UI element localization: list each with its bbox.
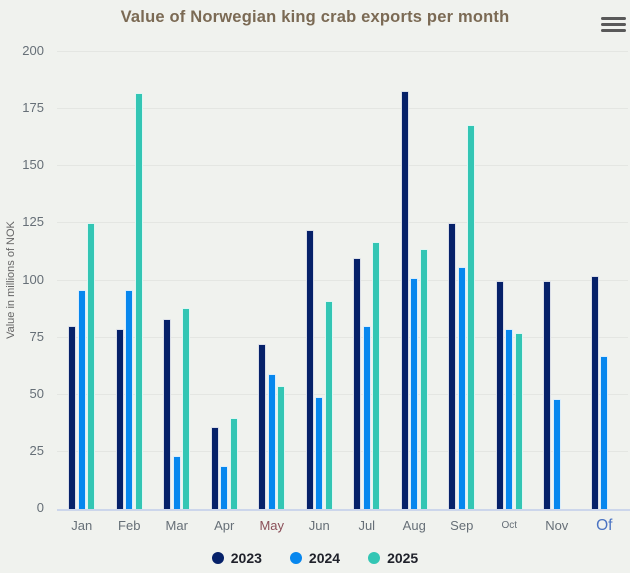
bar-2024-Mar[interactable] [172, 456, 181, 509]
bar-2023-Apr[interactable] [210, 426, 219, 509]
y-tick-label-25: 25 [29, 442, 44, 458]
legend-marker-2024 [289, 552, 302, 564]
bar-2024-Feb[interactable] [125, 289, 134, 509]
x-axis-label-of[interactable]: Of [596, 517, 613, 534]
x-axis-label-jun[interactable]: Jun [308, 518, 330, 533]
bar-2023-Nov[interactable] [543, 280, 552, 509]
x-axis-label-apr[interactable]: Apr [214, 518, 235, 533]
y-tick-label-100: 100 [22, 271, 44, 287]
bar-2025-Sep[interactable] [467, 125, 476, 509]
bar-2023-May[interactable] [258, 344, 267, 509]
gridline-125 [57, 222, 628, 224]
bar-2024-Jul[interactable] [362, 326, 371, 509]
gridline-200 [57, 51, 628, 52]
gridline-175 [57, 108, 628, 110]
gridline-50 [57, 393, 628, 395]
hamburger-menu-icon [600, 16, 626, 32]
legend-marker-2023 [211, 552, 224, 564]
bar-2025-Aug[interactable] [419, 248, 428, 509]
gridline-25 [57, 450, 628, 452]
y-tick-label-75: 75 [29, 328, 44, 344]
legend-item-2024[interactable]: 2024 [289, 550, 341, 566]
y-tick-label-200: 200 [22, 43, 44, 58]
x-axis-label-oct[interactable]: Oct [501, 520, 518, 531]
bar-2024-Oct[interactable] [505, 328, 514, 509]
bar-2025-May[interactable] [277, 385, 286, 509]
x-axis-labels: Jan Feb Mar Apr May Jun Jul Aug Sep Oct Nov Of [58, 517, 628, 537]
gridline-150 [57, 165, 628, 167]
legend-label-2025: 2025 [387, 550, 419, 566]
x-axis-label-nov[interactable]: Nov [545, 518, 569, 533]
x-axis-label-aug[interactable]: Aug [402, 518, 426, 533]
y-tick-label-150: 150 [22, 157, 44, 173]
bar-2025-Mar[interactable] [182, 307, 191, 509]
bar-2025-Apr[interactable] [229, 417, 238, 509]
x-axis-label-sep[interactable]: Sep [450, 518, 474, 533]
bar-2023-Aug[interactable] [400, 90, 409, 509]
bar-2023-Oct[interactable] [495, 280, 504, 509]
x-axis-label-mar[interactable]: Mar [165, 518, 188, 533]
y-tick-label-125: 125 [22, 214, 44, 230]
x-axis-label-feb[interactable]: Feb [118, 518, 141, 533]
bar-2024-Jan[interactable] [77, 289, 86, 509]
bar-2024-May[interactable] [267, 374, 276, 509]
gridline-75 [57, 336, 628, 338]
legend-item-2025[interactable]: 2025 [368, 550, 418, 566]
y-tick-label-50: 50 [29, 385, 44, 401]
legend-label-2024: 2024 [308, 550, 341, 566]
bar-2025-Oct[interactable] [514, 333, 523, 509]
legend-label-2023: 2023 [230, 550, 262, 566]
bar-2024-Jun[interactable] [315, 397, 324, 509]
y-tick-label-175: 175 [22, 100, 44, 116]
legend-item-2023[interactable]: 2023 [211, 550, 262, 566]
bar-2023-Jul[interactable] [353, 257, 362, 509]
x-axis-label-may[interactable]: May [259, 518, 285, 533]
bar-2023-Mar[interactable] [163, 319, 172, 509]
bar-2024-Sep[interactable] [457, 266, 466, 509]
y-tick-label-0: 0 [36, 500, 44, 515]
bar-2023-Of[interactable] [590, 275, 599, 509]
context-menu-button[interactable] [598, 11, 628, 37]
bar-2024-Aug[interactable] [410, 278, 419, 509]
bar-2023-Jun[interactable] [305, 230, 314, 509]
bar-2023-Feb[interactable] [115, 328, 124, 509]
legend: 2023 2024 2025 [0, 546, 630, 570]
bar-2024-Nov[interactable] [552, 399, 561, 509]
bar-2025-Jul[interactable] [372, 241, 381, 509]
bar-2024-Apr[interactable] [220, 465, 229, 509]
x-axis-label-jan[interactable]: Jan [71, 518, 93, 533]
bar-2025-Jan[interactable] [87, 223, 96, 509]
bar-2025-Feb[interactable] [134, 93, 143, 509]
gridline-100 [57, 279, 628, 281]
bar-2025-Jun[interactable] [324, 301, 333, 509]
plot-area [57, 51, 630, 511]
bar-2023-Jan[interactable] [68, 326, 77, 509]
x-axis-label-jul[interactable]: Jul [358, 518, 376, 533]
chart-title: Value of Norwegian king crab exports per… [120, 8, 510, 26]
legend-marker-2025 [368, 552, 381, 564]
bar-2023-Sep[interactable] [448, 223, 457, 509]
bar-2024-Of[interactable] [600, 355, 609, 509]
x-axis-line [57, 509, 630, 511]
